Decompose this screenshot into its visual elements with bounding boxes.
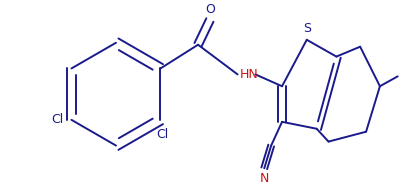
Text: S: S [303,22,311,35]
Text: O: O [205,3,215,16]
Text: N: N [259,172,269,185]
Text: Cl: Cl [51,113,64,126]
Text: HN: HN [239,68,258,81]
Text: Cl: Cl [156,128,168,141]
